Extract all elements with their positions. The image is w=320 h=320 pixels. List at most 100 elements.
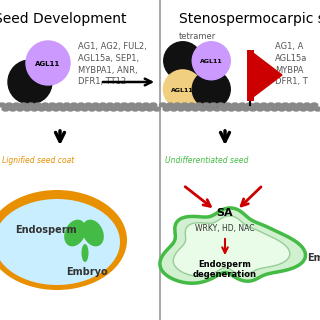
Ellipse shape (314, 107, 320, 111)
Text: AGL11: AGL11 (200, 59, 223, 64)
Ellipse shape (296, 103, 303, 107)
Ellipse shape (210, 103, 217, 107)
Ellipse shape (110, 107, 117, 111)
Ellipse shape (206, 107, 213, 111)
Ellipse shape (82, 220, 104, 246)
Ellipse shape (17, 107, 23, 111)
Ellipse shape (260, 103, 267, 107)
Text: Endosperm
degeneration: Endosperm degeneration (193, 260, 257, 279)
Ellipse shape (60, 107, 67, 111)
Ellipse shape (150, 103, 157, 107)
Text: WRKY, HD, NAC: WRKY, HD, NAC (195, 224, 255, 233)
Ellipse shape (213, 107, 220, 111)
Ellipse shape (235, 107, 242, 111)
Ellipse shape (124, 107, 132, 111)
Ellipse shape (63, 103, 70, 107)
Ellipse shape (85, 103, 92, 107)
Ellipse shape (239, 103, 246, 107)
Ellipse shape (307, 107, 314, 111)
Text: Undifferentiated seed: Undifferentiated seed (165, 156, 248, 165)
Ellipse shape (107, 103, 114, 107)
Ellipse shape (217, 103, 224, 107)
Ellipse shape (81, 107, 88, 111)
Ellipse shape (196, 103, 203, 107)
Ellipse shape (0, 199, 120, 285)
Ellipse shape (117, 107, 124, 111)
Ellipse shape (96, 107, 103, 111)
Circle shape (164, 70, 202, 108)
Ellipse shape (311, 103, 318, 107)
Text: AGL11: AGL11 (172, 88, 194, 93)
Ellipse shape (192, 107, 199, 111)
Ellipse shape (67, 107, 74, 111)
Ellipse shape (74, 107, 81, 111)
Ellipse shape (42, 103, 49, 107)
Ellipse shape (128, 103, 135, 107)
Ellipse shape (82, 244, 89, 262)
Ellipse shape (231, 103, 238, 107)
Ellipse shape (103, 107, 110, 111)
Ellipse shape (264, 107, 271, 111)
Ellipse shape (242, 107, 249, 111)
Ellipse shape (132, 107, 139, 111)
Ellipse shape (78, 103, 85, 107)
Ellipse shape (289, 103, 296, 107)
Ellipse shape (9, 107, 16, 111)
Ellipse shape (121, 103, 128, 107)
Ellipse shape (146, 107, 153, 111)
Ellipse shape (27, 103, 34, 107)
Ellipse shape (89, 107, 95, 111)
Ellipse shape (178, 107, 185, 111)
Ellipse shape (92, 103, 99, 107)
Ellipse shape (139, 107, 146, 111)
Ellipse shape (56, 103, 63, 107)
Ellipse shape (268, 103, 275, 107)
Ellipse shape (163, 107, 170, 111)
Ellipse shape (257, 107, 264, 111)
Ellipse shape (174, 103, 181, 107)
Text: Stenospermocarpic seed: Stenospermocarpic seed (179, 12, 320, 26)
Ellipse shape (167, 103, 174, 107)
Ellipse shape (303, 103, 310, 107)
Circle shape (192, 42, 230, 80)
Ellipse shape (70, 103, 77, 107)
Ellipse shape (224, 103, 231, 107)
Ellipse shape (0, 103, 5, 107)
Ellipse shape (188, 103, 195, 107)
Ellipse shape (275, 103, 282, 107)
Text: AG1, A
AGL15a
MYBPA
DFR1, T: AG1, A AGL15a MYBPA DFR1, T (275, 42, 308, 86)
Ellipse shape (159, 103, 166, 107)
Ellipse shape (221, 107, 228, 111)
Ellipse shape (278, 107, 285, 111)
Ellipse shape (13, 103, 20, 107)
Ellipse shape (142, 103, 149, 107)
Text: Endosperm: Endosperm (15, 225, 76, 235)
Text: Lignified seed coat: Lignified seed coat (2, 156, 74, 165)
Text: Em: Em (307, 253, 320, 263)
Text: AG1, AG2, FUL2,
AGL15a, SEP1,
MYBPA1, ANR,
DFR1, TT12: AG1, AG2, FUL2, AGL15a, SEP1, MYBPA1, AN… (78, 42, 147, 86)
Ellipse shape (99, 103, 106, 107)
Ellipse shape (135, 103, 142, 107)
Ellipse shape (38, 107, 45, 111)
Ellipse shape (52, 107, 60, 111)
Ellipse shape (293, 107, 300, 111)
Circle shape (8, 60, 52, 104)
Circle shape (192, 70, 230, 108)
Ellipse shape (185, 107, 192, 111)
Ellipse shape (24, 107, 31, 111)
Ellipse shape (45, 107, 52, 111)
Ellipse shape (114, 103, 121, 107)
Ellipse shape (6, 103, 13, 107)
Ellipse shape (35, 103, 42, 107)
Ellipse shape (246, 103, 253, 107)
Ellipse shape (253, 103, 260, 107)
Ellipse shape (2, 107, 9, 111)
Ellipse shape (228, 107, 235, 111)
Polygon shape (173, 216, 290, 276)
Circle shape (26, 41, 70, 85)
Polygon shape (253, 53, 282, 97)
Text: Embryo: Embryo (66, 267, 108, 277)
Ellipse shape (300, 107, 307, 111)
Ellipse shape (250, 107, 257, 111)
Ellipse shape (181, 103, 188, 107)
